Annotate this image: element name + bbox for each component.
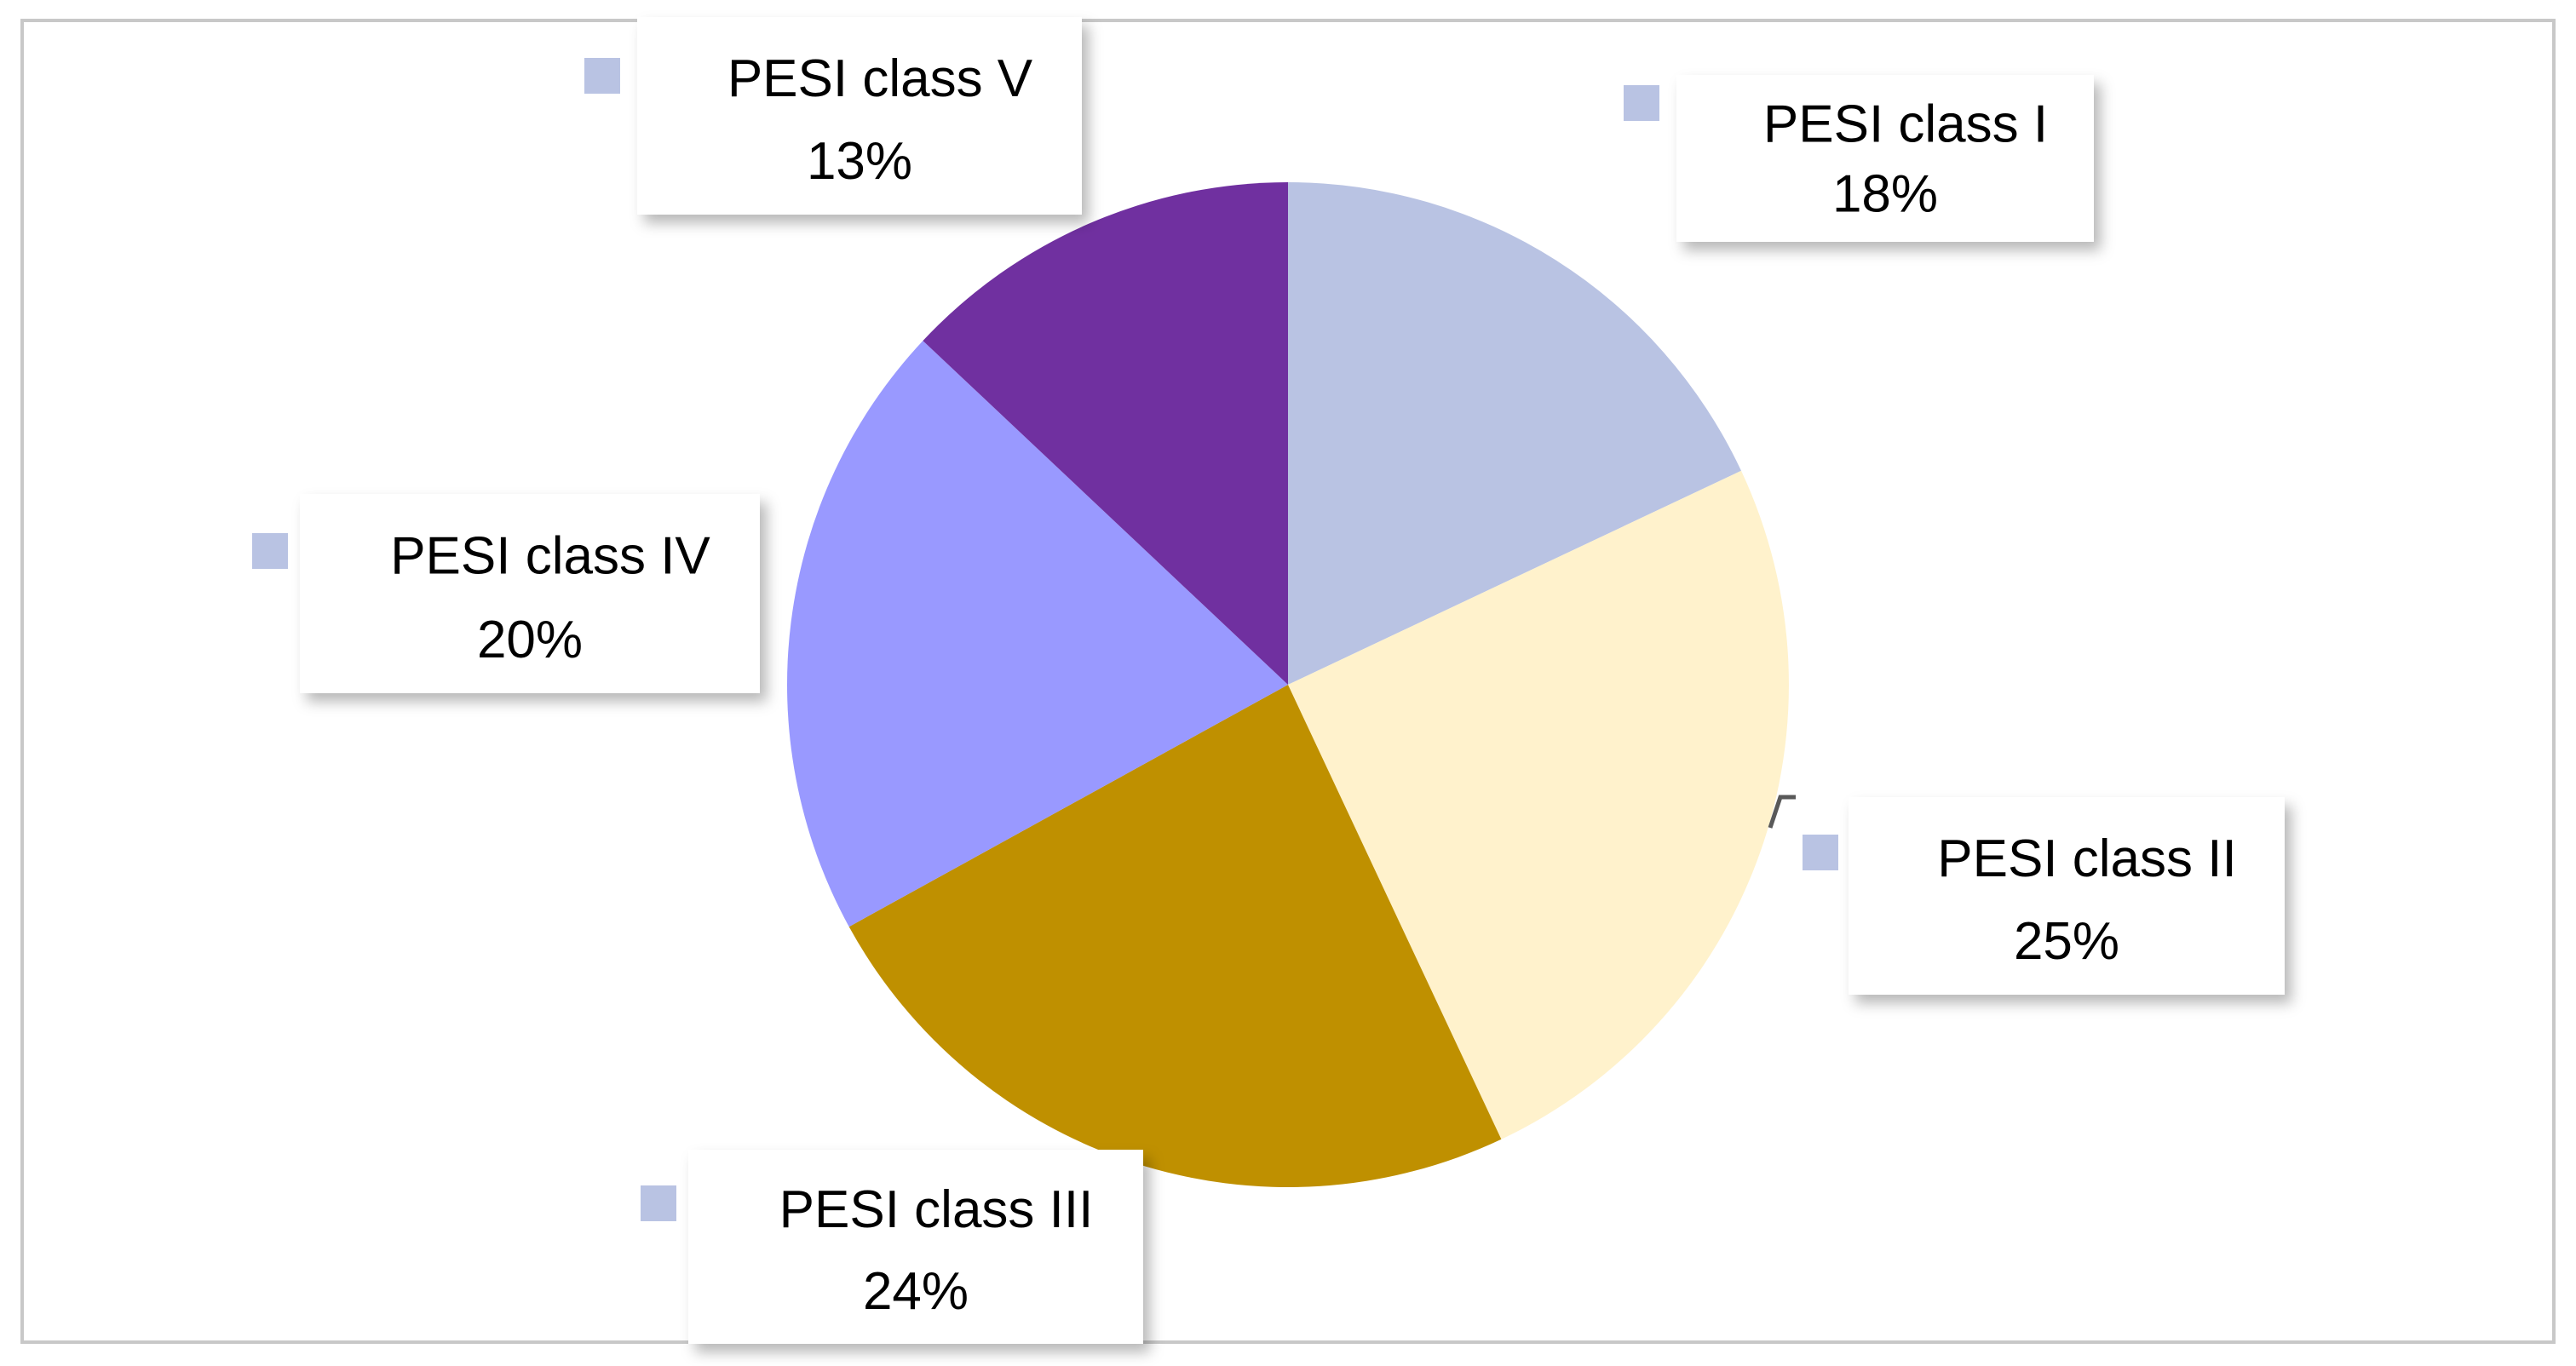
data-label-box	[300, 494, 760, 693]
legend-marker	[252, 533, 288, 569]
slice-value: 20%	[477, 611, 583, 669]
data-label-4: PESI class IV 20%	[252, 494, 760, 693]
data-label-box	[637, 17, 1082, 215]
slice-label: PESI class IV	[390, 527, 710, 586]
pie-slices	[786, 182, 1789, 1187]
pie-slice-1	[1288, 182, 1741, 685]
pie-slice-4	[786, 341, 1288, 927]
pie-slice-2	[1288, 470, 1789, 1139]
slice-label: PESI class V	[727, 49, 1033, 108]
legend-marker	[641, 1185, 676, 1221]
slice-label: PESI class II	[1937, 829, 2236, 888]
pie-slice-3	[848, 685, 1502, 1187]
legend-marker	[1803, 835, 1838, 870]
data-label-5: PESI class V 13%	[584, 17, 1082, 215]
data-label-2: PESI class II 25%	[1803, 797, 2285, 995]
legend-marker	[584, 58, 620, 94]
data-label-1: PESI class I 18%	[1624, 75, 2094, 242]
slice-value: 13%	[807, 132, 912, 191]
data-label-3: PESI class III 24%	[641, 1150, 1143, 1344]
slice-value: 18%	[1832, 165, 1938, 224]
slice-value: 25%	[2014, 912, 2119, 971]
slice-label: PESI class I	[1763, 95, 2048, 153]
pie-slice-5	[923, 182, 1288, 685]
data-label-box	[688, 1150, 1143, 1344]
leader-line	[1768, 795, 1796, 829]
legend-marker	[1624, 85, 1659, 121]
slice-value: 24%	[863, 1262, 969, 1321]
slice-label: PESI class III	[779, 1180, 1094, 1239]
data-label-box	[1849, 797, 2285, 995]
data-label-box	[1676, 75, 2094, 242]
